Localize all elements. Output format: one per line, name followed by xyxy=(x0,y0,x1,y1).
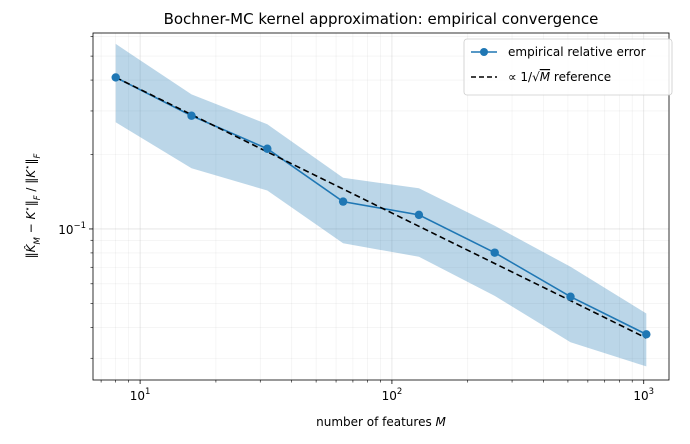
legend-marker-empirical xyxy=(480,48,488,56)
data-point-empirical xyxy=(187,111,196,120)
legend: empirical relative error ∝ 1/√M referenc… xyxy=(463,38,673,96)
x-axis-label: number of features M xyxy=(316,415,446,429)
error-band xyxy=(115,43,647,367)
legend-label-reference: ∝ 1/√M reference xyxy=(508,70,611,84)
error-band-layer xyxy=(115,43,647,367)
x-tick-label: 101 xyxy=(130,387,151,403)
chart-title: Bochner-MC kernel approximation: empiric… xyxy=(164,10,599,28)
axis-ticks: 101 102 103 10−1 xyxy=(58,36,654,403)
series-line-reference xyxy=(115,76,647,339)
x-tick-label: 102 xyxy=(382,387,403,403)
x-tick-label: 103 xyxy=(633,387,654,403)
data-point-empirical xyxy=(414,210,424,220)
legend-label-empirical: empirical relative error xyxy=(508,45,646,59)
data-point-empirical xyxy=(490,248,499,257)
y-tick-label: 10−1 xyxy=(58,221,86,237)
data-point-empirical xyxy=(642,330,651,339)
series-layer xyxy=(111,73,651,339)
data-point-empirical xyxy=(566,292,575,301)
data-point-empirical xyxy=(338,197,348,206)
plot-frame xyxy=(92,32,670,381)
legend-box xyxy=(463,38,673,96)
grid xyxy=(93,33,669,380)
data-point-empirical xyxy=(263,144,272,153)
data-point-empirical xyxy=(111,73,120,82)
y-axis-label: ‖K̂M − K⋆‖F / ‖K⋆‖F xyxy=(23,154,43,259)
